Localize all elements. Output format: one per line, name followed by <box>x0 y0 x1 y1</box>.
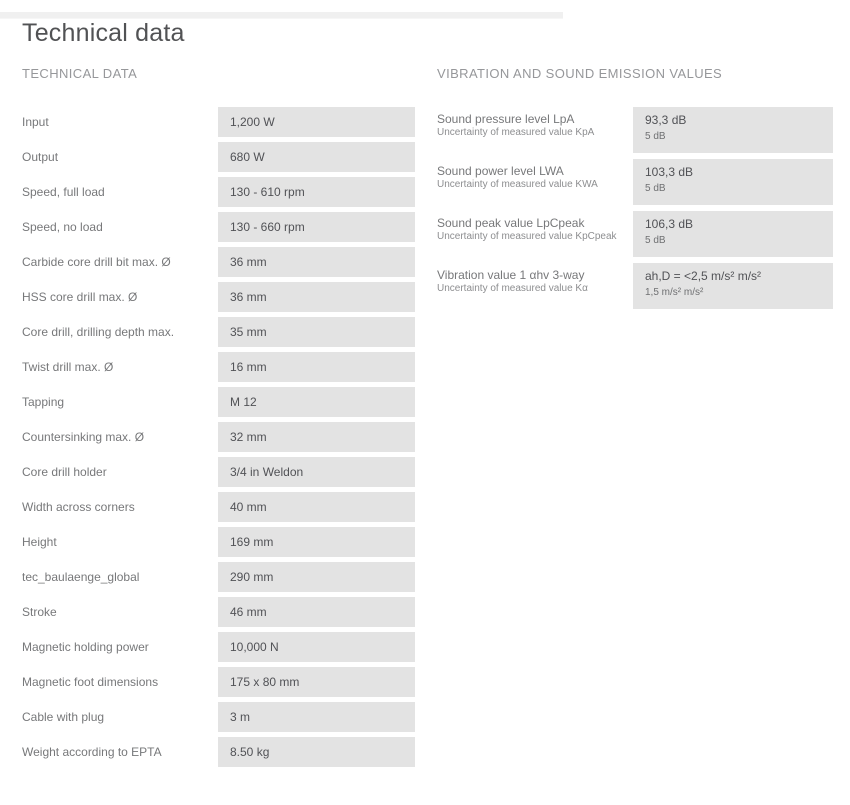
spec-label: Cable with plug <box>22 710 105 724</box>
spec-value-box: 35 mm <box>218 317 415 347</box>
spec-value-box: 175 x 80 mm <box>218 667 415 697</box>
table-row: Input 1,200 W <box>22 107 415 137</box>
spec-label: Core drill holder <box>22 465 107 479</box>
spec-label-group: Sound power level LWA Uncertainty of mea… <box>437 159 633 205</box>
spec-value-box: 36 mm <box>218 282 415 312</box>
spec-label: Speed, full load <box>22 185 105 199</box>
page-title: Technical data <box>22 19 185 47</box>
table-row: Sound power level LWA Uncertainty of mea… <box>437 159 833 205</box>
spec-value-box: 3 m <box>218 702 415 732</box>
table-row: tec_baulaenge_global 290 mm <box>22 562 415 592</box>
table-row: Sound peak value LpCpeak Uncertainty of … <box>437 211 833 257</box>
spec-value-box: 130 - 660 rpm <box>218 212 415 242</box>
spec-value-box: 10,000 N <box>218 632 415 662</box>
spec-value-box: 169 mm <box>218 527 415 557</box>
table-row: Vibration value 1 αhv 3-way Uncertainty … <box>437 263 833 309</box>
table-row: Weight according to EPTA 8.50 kg <box>22 737 415 767</box>
spec-label: Twist drill max. Ø <box>22 360 114 374</box>
section-heading-technical: TECHNICAL DATA <box>22 66 138 81</box>
spec-value-box: 32 mm <box>218 422 415 452</box>
table-row: Carbide core drill bit max. Ø 36 mm <box>22 247 415 277</box>
spec-subvalue: 5 dB <box>645 183 666 194</box>
spec-subvalue: 1,5 m/s² m/s² <box>645 287 704 298</box>
spec-label-group: Sound peak value LpCpeak Uncertainty of … <box>437 211 633 257</box>
spec-label-group: Sound pressure level LpA Uncertainty of … <box>437 107 633 153</box>
table-row: Speed, full load 130 - 610 rpm <box>22 177 415 207</box>
spec-label: Input <box>22 115 49 129</box>
table-row: Sound pressure level LpA Uncertainty of … <box>437 107 833 153</box>
spec-label: Height <box>22 535 57 549</box>
spec-value: 106,3 dB <box>645 217 694 231</box>
table-row: Speed, no load 130 - 660 rpm <box>22 212 415 242</box>
spec-label-group: Vibration value 1 αhv 3-way Uncertainty … <box>437 263 633 309</box>
table-row: Height 169 mm <box>22 527 415 557</box>
table-row: Magnetic foot dimensions 175 x 80 mm <box>22 667 415 697</box>
spec-label: tec_baulaenge_global <box>22 570 140 584</box>
spec-label: Magnetic holding power <box>22 640 149 654</box>
vibration-spec-table: Sound pressure level LpA Uncertainty of … <box>437 107 833 309</box>
table-row: Stroke 46 mm <box>22 597 415 627</box>
spec-value-box: 93,3 dB 5 dB <box>633 107 833 153</box>
spec-value-box: ah,D = <2,5 m/s² m/s² 1,5 m/s² m/s² <box>633 263 833 309</box>
spec-label: Magnetic foot dimensions <box>22 675 159 689</box>
spec-value: ah,D = <2,5 m/s² m/s² <box>645 269 762 283</box>
spec-label: Carbide core drill bit max. Ø <box>22 255 171 269</box>
spec-value-box: 8.50 kg <box>218 737 415 767</box>
technical-data-page: Technical data TECHNICAL DATA Input 1,20… <box>0 12 850 772</box>
table-row: Countersinking max. Ø 32 mm <box>22 422 415 452</box>
top-strip-decoration <box>0 12 563 19</box>
spec-subvalue: 5 dB <box>645 131 666 142</box>
table-row: Core drill holder 3/4 in Weldon <box>22 457 415 487</box>
table-row: Cable with plug 3 m <box>22 702 415 732</box>
spec-columns: TECHNICAL DATA Input 1,200 W Output 680 … <box>0 48 850 772</box>
spec-value-box: 3/4 in Weldon <box>218 457 415 487</box>
spec-label: Width across corners <box>22 500 135 514</box>
spec-value-box: 16 mm <box>218 352 415 382</box>
spec-sublabel: Uncertainty of measured value KpA <box>437 127 595 138</box>
spec-subvalue: 5 dB <box>645 235 666 246</box>
spec-sublabel: Uncertainty of measured value KpCpeak <box>437 231 617 242</box>
spec-value-box: M 12 <box>218 387 415 417</box>
table-row: Magnetic holding power 10,000 N <box>22 632 415 662</box>
spec-value-box: 106,3 dB 5 dB <box>633 211 833 257</box>
spec-label: Weight according to EPTA <box>22 745 162 759</box>
table-row: Tapping M 12 <box>22 387 415 417</box>
spec-value-box: 680 W <box>218 142 415 172</box>
spec-label: Sound pressure level LpA <box>437 112 575 126</box>
spec-label: Sound power level LWA <box>437 164 564 178</box>
spec-sublabel: Uncertainty of measured value Kα <box>437 283 588 294</box>
table-row: Output 680 W <box>22 142 415 172</box>
spec-value-box: 1,200 W <box>218 107 415 137</box>
vibration-sound-section: VIBRATION AND SOUND EMISSION VALUES Soun… <box>437 48 833 772</box>
table-row: HSS core drill max. Ø 36 mm <box>22 282 415 312</box>
spec-label: Speed, no load <box>22 220 103 234</box>
spec-value: 93,3 dB <box>645 113 687 127</box>
technical-data-section: TECHNICAL DATA Input 1,200 W Output 680 … <box>22 48 415 772</box>
spec-value-box: 103,3 dB 5 dB <box>633 159 833 205</box>
spec-label: Core drill, drilling depth max. <box>22 325 175 339</box>
spec-label: Vibration value 1 αhv 3-way <box>437 268 585 282</box>
spec-label: Stroke <box>22 605 57 619</box>
spec-label: Tapping <box>22 395 65 409</box>
spec-value-box: 46 mm <box>218 597 415 627</box>
spec-label: Countersinking max. Ø <box>22 430 145 444</box>
table-row: Width across corners 40 mm <box>22 492 415 522</box>
technical-spec-table: Input 1,200 W Output 680 W Speed, full l… <box>22 107 415 767</box>
spec-label: Output <box>22 150 59 164</box>
spec-value: 103,3 dB <box>645 165 694 179</box>
spec-value-box: 290 mm <box>218 562 415 592</box>
spec-value-box: 130 - 610 rpm <box>218 177 415 207</box>
section-heading-vibration: VIBRATION AND SOUND EMISSION VALUES <box>437 66 723 81</box>
table-row: Core drill, drilling depth max. 35 mm <box>22 317 415 347</box>
spec-label: Sound peak value LpCpeak <box>437 216 585 230</box>
spec-label: HSS core drill max. Ø <box>22 290 138 304</box>
spec-sublabel: Uncertainty of measured value KWA <box>437 179 598 190</box>
table-row: Twist drill max. Ø 16 mm <box>22 352 415 382</box>
spec-value-box: 36 mm <box>218 247 415 277</box>
spec-value-box: 40 mm <box>218 492 415 522</box>
